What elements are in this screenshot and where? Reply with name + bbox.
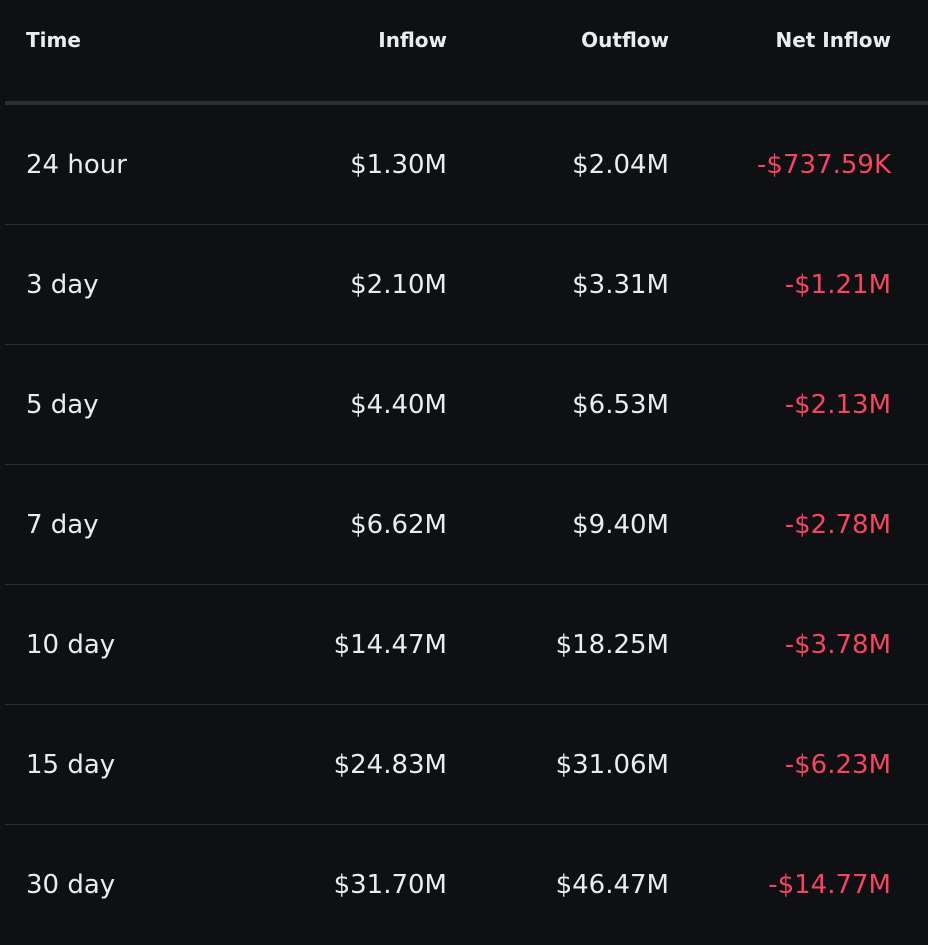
cell-net-inflow: -$2.13M bbox=[784, 390, 891, 420]
cell-inflow: $14.47M bbox=[333, 630, 447, 660]
cell-net-inflow: -$3.78M bbox=[784, 630, 891, 660]
cell-inflow: $6.62M bbox=[350, 510, 447, 540]
table-row: 5 day $4.40M $6.53M -$2.13M bbox=[0, 345, 928, 465]
cell-outflow: $9.40M bbox=[572, 510, 669, 540]
row-divider bbox=[5, 824, 928, 825]
cell-time: 30 day bbox=[26, 870, 116, 900]
cell-outflow: $31.06M bbox=[555, 750, 669, 780]
cell-inflow: $31.70M bbox=[333, 870, 447, 900]
cell-net-inflow: -$737.59K bbox=[757, 150, 891, 180]
table-row: 10 day $14.47M $18.25M -$3.78M bbox=[0, 585, 928, 705]
cell-time: 24 hour bbox=[26, 150, 127, 180]
cell-outflow: $6.53M bbox=[572, 390, 669, 420]
header-time[interactable]: Time bbox=[26, 28, 81, 52]
cell-inflow: $4.40M bbox=[350, 390, 447, 420]
cell-net-inflow: -$1.21M bbox=[784, 270, 891, 300]
table-row: 3 day $2.10M $3.31M -$1.21M bbox=[0, 225, 928, 345]
header-divider bbox=[5, 101, 928, 105]
header-inflow[interactable]: Inflow bbox=[378, 28, 447, 52]
table-header: Time Inflow Outflow Net Inflow bbox=[0, 0, 928, 102]
cell-outflow: $46.47M bbox=[555, 870, 669, 900]
table-row: 7 day $6.62M $9.40M -$2.78M bbox=[0, 465, 928, 585]
cell-inflow: $2.10M bbox=[350, 270, 447, 300]
table-row: 24 hour $1.30M $2.04M -$737.59K bbox=[0, 105, 928, 225]
row-divider bbox=[5, 464, 928, 465]
row-divider bbox=[5, 344, 928, 345]
cell-time: 15 day bbox=[26, 750, 116, 780]
header-outflow[interactable]: Outflow bbox=[581, 28, 669, 52]
cell-net-inflow: -$14.77M bbox=[768, 870, 891, 900]
cell-time: 5 day bbox=[26, 390, 99, 420]
cell-time: 3 day bbox=[26, 270, 99, 300]
table-row: 15 day $24.83M $31.06M -$6.23M bbox=[0, 705, 928, 825]
table-row: 30 day $31.70M $46.47M -$14.77M bbox=[0, 825, 928, 945]
header-net-inflow[interactable]: Net Inflow bbox=[775, 28, 891, 52]
cell-outflow: $2.04M bbox=[572, 150, 669, 180]
row-divider bbox=[5, 584, 928, 585]
cell-outflow: $3.31M bbox=[572, 270, 669, 300]
cell-net-inflow: -$6.23M bbox=[784, 750, 891, 780]
cell-time: 10 day bbox=[26, 630, 116, 660]
cell-inflow: $24.83M bbox=[333, 750, 447, 780]
cell-net-inflow: -$2.78M bbox=[784, 510, 891, 540]
cell-inflow: $1.30M bbox=[350, 150, 447, 180]
cell-time: 7 day bbox=[26, 510, 99, 540]
row-divider bbox=[5, 704, 928, 705]
row-divider bbox=[5, 224, 928, 225]
cell-outflow: $18.25M bbox=[555, 630, 669, 660]
